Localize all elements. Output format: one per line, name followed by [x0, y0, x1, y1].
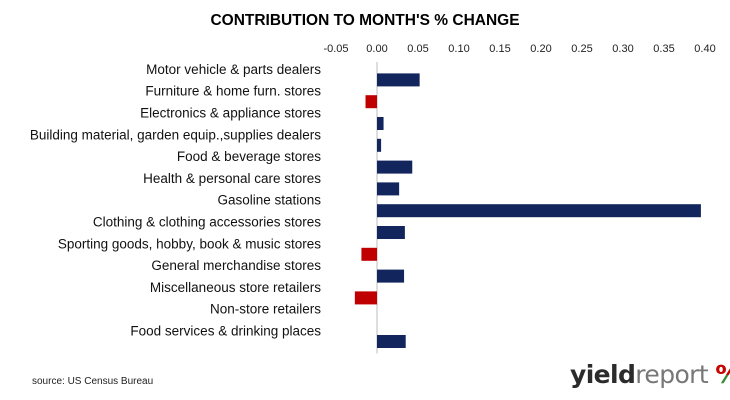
bar [377, 138, 382, 152]
category-label: Miscellaneous store retailers [150, 280, 321, 295]
bar [354, 291, 377, 305]
chart-title: CONTRIBUTION TO MONTH'S % CHANGE [210, 12, 520, 29]
bar [377, 269, 405, 283]
logo-percent-icon: %% [715, 360, 730, 389]
category-label: Clothing & clothing accessories stores [93, 215, 321, 230]
category-label: Food services & drinking places [130, 324, 321, 339]
x-tick-label: 0.15 [489, 43, 510, 55]
logo-text-report: report [635, 360, 709, 389]
bar [377, 117, 384, 130]
bar [377, 182, 400, 196]
bar [377, 73, 420, 87]
bar [377, 160, 413, 174]
bar [377, 335, 406, 348]
bar [361, 247, 377, 261]
category-label: Sporting goods, hobby, book & music stor… [58, 236, 321, 251]
x-tick-label: 0.20 [530, 43, 551, 55]
x-tick-label: 0.10 [448, 43, 469, 55]
category-label: Motor vehicle & parts dealers [146, 62, 321, 77]
yieldreport-logo: yieldreport %% [570, 360, 730, 390]
category-label: Furniture & home furn. stores [145, 84, 321, 99]
category-label: Gasoline stations [217, 193, 321, 208]
x-tick-label: 0.30 [612, 43, 633, 55]
x-tick-label: 0.35 [653, 43, 674, 55]
x-tick-label: -0.05 [323, 43, 348, 55]
source-note: source: US Census Bureau [32, 376, 154, 387]
category-label: General merchandise stores [151, 258, 321, 273]
category-label: Food & beverage stores [177, 149, 321, 164]
bar [377, 226, 405, 239]
logo-text-yield: yield [570, 360, 636, 389]
category-label: Electronics & appliance stores [140, 106, 321, 121]
x-tick-label: 0.40 [694, 43, 715, 55]
bar [377, 204, 701, 218]
x-tick-label: 0.05 [407, 43, 428, 55]
x-tick-label: 0.00 [366, 43, 387, 55]
category-label: Non-store retailers [210, 302, 321, 317]
category-label: Building material, garden equip.,supplie… [30, 127, 321, 142]
x-tick-label: 0.25 [571, 43, 592, 55]
category-label: Health & personal care stores [143, 171, 321, 186]
bar [365, 95, 377, 109]
